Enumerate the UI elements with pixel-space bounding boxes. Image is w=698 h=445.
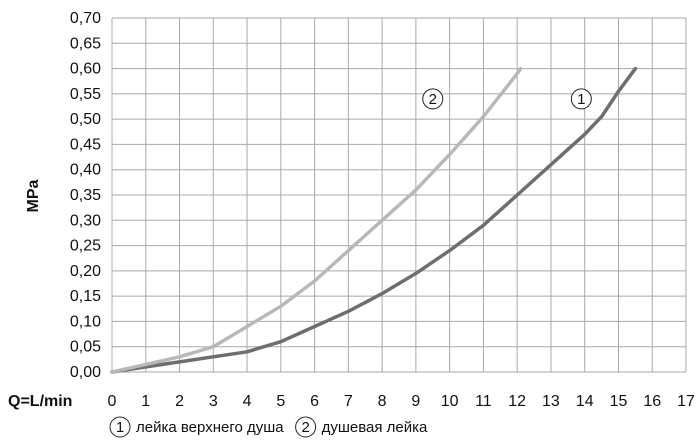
y-tick-label: 0,50 [70,111,101,128]
y-tick-label: 0,00 [70,364,101,381]
y-tick-label: 0,65 [70,35,101,52]
x-tick-label: 10 [441,393,459,410]
y-tick-label: 0,55 [70,86,101,103]
x-tick-label: 2 [175,393,184,410]
y-tick-label: 0,30 [70,212,101,229]
x-tick-label: 5 [276,393,285,410]
x-axis-title: Q=L/min [8,393,72,410]
y-tick-label: 0,10 [70,313,101,330]
y-tick-label: 0,05 [70,339,101,356]
y-tick-label: 0,25 [70,238,101,255]
y-axis-title: MPa [25,179,42,212]
y-tick-label: 0,70 [70,10,101,27]
x-tick-label: 4 [243,393,252,410]
y-tick-label: 0,45 [70,136,101,153]
x-tick-label: 16 [643,393,661,410]
x-tick-label: 15 [610,393,628,410]
curve-marker-circle [422,88,444,110]
series-lines [110,66,638,374]
x-tick-label: 9 [411,393,420,410]
x-tick-label: 0 [108,393,117,410]
legend-label: душевая лейка [322,419,428,436]
curve-marker-label: 2 [429,91,437,108]
legend-marker-label: 1 [116,419,124,436]
grid [111,17,687,373]
legend: 1 лейка верхнего душа 2 душевая лейка [109,416,428,438]
y-tick-label: 0,35 [70,187,101,204]
curve-marker-label: 1 [577,91,585,108]
x-tick-label: 14 [576,393,594,410]
x-tick-label: 12 [508,393,526,410]
x-tick-label: 13 [542,393,560,410]
curve-marker-circle [570,88,592,110]
legend-marker-label: 2 [301,419,309,436]
y-tick-label: 0,15 [70,288,101,305]
x-tick-label: 8 [378,393,387,410]
x-tick-label: 3 [209,393,218,410]
legend-marker-circle [109,416,131,438]
x-tick-label: 17 [677,393,695,410]
y-tick-label: 0,60 [70,61,101,78]
series-line-1 [110,66,638,374]
x-tick-label: 1 [141,393,150,410]
x-tick-labels: 0 1 2 3 4 5 6 7 8 9 10 11 12 13 14 15 16 17 [108,393,695,410]
x-tick-label: 6 [310,393,319,410]
y-tick-label: 0,40 [70,162,101,179]
y-tick-labels: 0,00 0,05 0,10 0,15 0,20 0,25 0,30 0,35 0,40 0,45… [70,10,101,381]
y-tick-label: 0,20 [70,263,101,280]
series-line-2 [110,66,523,374]
x-tick-label: 11 [475,393,492,410]
x-tick-label: 7 [344,393,353,410]
legend-marker-circle [295,416,317,438]
legend-label: лейка верхнего душа [136,419,284,436]
